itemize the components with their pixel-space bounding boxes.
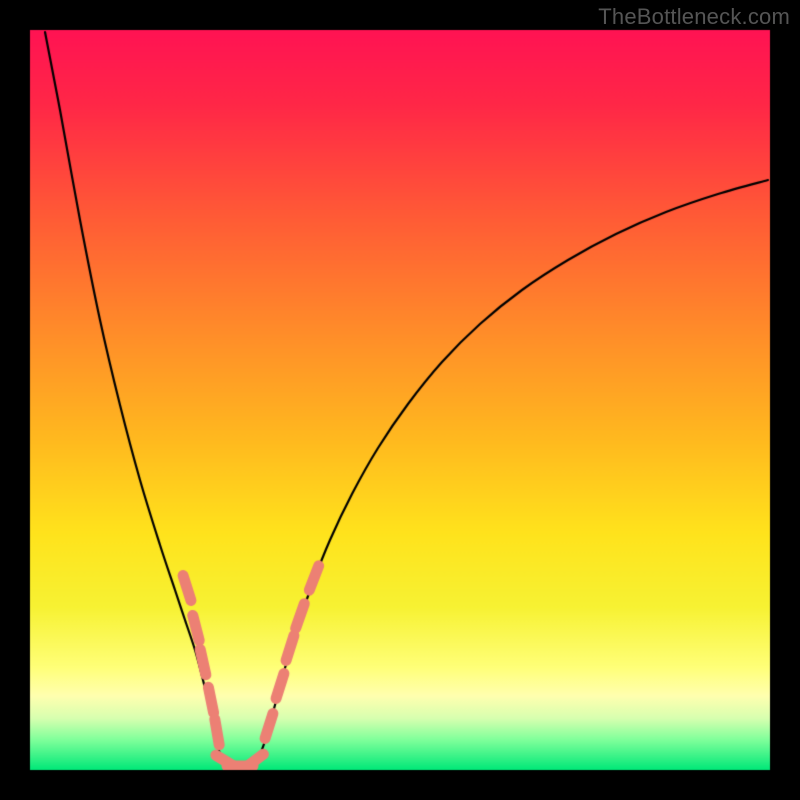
watermark-text: TheBottleneck.com bbox=[598, 4, 790, 30]
chart-root: TheBottleneck.com bbox=[0, 0, 800, 800]
chart-canvas bbox=[0, 0, 800, 800]
